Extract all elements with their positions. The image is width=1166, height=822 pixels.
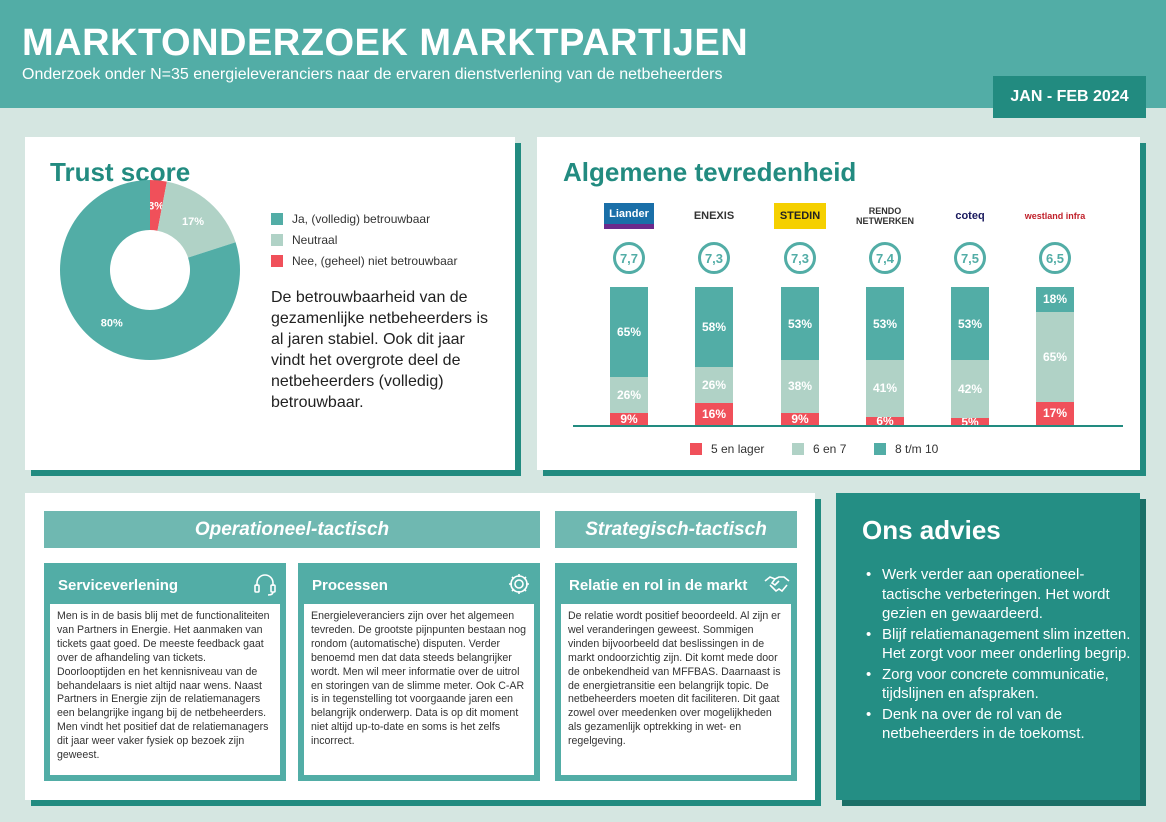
legend-swatch — [271, 234, 283, 246]
bar-segment: 26% — [610, 376, 648, 413]
bar-segment: 9% — [781, 412, 819, 426]
legend-item: Nee, (geheel) niet betrouwbaar — [271, 254, 457, 268]
score-badge: 7,3 — [784, 242, 816, 274]
card-title: Processen — [312, 577, 388, 594]
company-logo: RENDO NETWERKEN — [856, 206, 914, 226]
handshake-icon — [763, 571, 790, 597]
card-text: Men is in de basis blij met de functiona… — [50, 604, 280, 775]
section-operational: Operationeel-tactisch — [44, 511, 540, 548]
card-title: Relatie en rol in de markt — [569, 577, 748, 594]
bar-segment: 38% — [781, 360, 819, 413]
legend-label: 8 t/m 10 — [895, 442, 939, 456]
trust-legend: Ja, (volledig) betrouwbaar Neutraal Nee,… — [271, 212, 457, 275]
satisfaction-card: Algemene tevredenheid Liander 7,7 9% 26% 65%… — [537, 137, 1140, 470]
bar-segment: 5% — [951, 415, 989, 429]
date-badge: JAN - FEB 2024 — [993, 76, 1146, 118]
advice-item: Zorg voor concrete communicatie, tijdsli… — [866, 665, 1131, 704]
gear-icon — [506, 571, 532, 597]
donut-label: 3% — [148, 200, 164, 212]
company-logo: Liander — [604, 203, 654, 229]
card-title: Serviceverlening — [58, 577, 179, 594]
advice-item: Denk na over de rol van de netbeheerders… — [866, 705, 1131, 744]
card-relatie: Relatie en rol in de markt De relatie wo… — [555, 563, 797, 781]
donut-slice — [60, 180, 240, 360]
trust-text: De betrouwbaarheid van de gezamenlijke n… — [271, 289, 489, 411]
bar-segment: 18% — [1036, 287, 1074, 312]
page-title: MARKTONDERZOEK MARKTPARTIJEN — [22, 22, 749, 64]
company-logo: ENEXIS — [693, 210, 735, 222]
advice-card: Ons advies Werk verder aan operationeel-… — [836, 493, 1140, 800]
trust-donut: 3% 17% 80% — [60, 180, 240, 360]
bar-segment: 65% — [610, 287, 648, 377]
advice-title: Ons advies — [862, 515, 1001, 545]
bar-segment: 6% — [866, 414, 904, 428]
legend-label: Ja, (volledig) betrouwbaar — [292, 212, 431, 226]
legend-item: 5 en lager — [690, 442, 764, 456]
advice-item: Blijf relatiemanagement slim inzetten. H… — [866, 625, 1131, 664]
bar-segment: 42% — [951, 360, 989, 419]
legend-item: 8 t/m 10 — [874, 442, 938, 456]
score-badge: 7,4 — [869, 242, 901, 274]
legend-label: 6 en 7 — [813, 442, 847, 456]
legend-swatch — [792, 443, 804, 455]
legend-item: Ja, (volledig) betrouwbaar — [271, 212, 457, 226]
satisfaction-title: Algemene tevredenheid — [563, 157, 857, 187]
headset-icon — [252, 571, 278, 597]
card-text: Energieleveranciers zijn over het algeme… — [304, 604, 534, 775]
legend-item: 6 en 7 — [792, 442, 846, 456]
card-serviceverlening: Serviceverlening Men is in de basis blij… — [44, 563, 286, 781]
bar-segment: 65% — [1036, 311, 1074, 402]
bar-segment: 53% — [781, 287, 819, 361]
company-logo: coteq — [955, 210, 985, 222]
card-text: De relatie wordt positief beoordeeld. Al… — [561, 604, 791, 775]
bar-segment: 17% — [1036, 401, 1074, 425]
legend-swatch — [271, 255, 283, 267]
bar-segment: 9% — [610, 412, 648, 426]
donut-slice — [150, 180, 167, 231]
score-badge: 7,7 — [613, 242, 645, 274]
legend-label: 5 en lager — [711, 442, 765, 456]
donut-label: 17% — [182, 216, 204, 228]
legend-item: Neutraal — [271, 233, 457, 247]
score-badge: 7,3 — [698, 242, 730, 274]
bar-segment: 53% — [866, 287, 904, 361]
company-logo: STEDIN — [774, 203, 826, 229]
section-strategic: Strategisch-tactisch — [555, 511, 797, 548]
donut-slice — [157, 181, 236, 258]
bar-segment: 53% — [951, 287, 989, 361]
chart-baseline — [573, 425, 1123, 427]
legend-swatch — [874, 443, 886, 455]
legend-label: Nee, (geheel) niet betrouwbaar — [292, 254, 458, 268]
bar-segment: 58% — [695, 287, 733, 368]
bar-segment: 26% — [695, 367, 733, 403]
trust-score-card: Trust score 3% 17% 80% Ja, (volledig) betr… — [25, 137, 515, 470]
score-badge: 7,5 — [954, 242, 986, 274]
donut-label: 80% — [101, 318, 123, 330]
card-processen: Processen Energieleveranciers zijn over … — [298, 563, 540, 781]
score-badge: 6,5 — [1039, 242, 1071, 274]
company-logo: westland infra — [1024, 211, 1086, 221]
legend-swatch — [271, 213, 283, 225]
advice-list: Werk verder aan operationeel-tactische v… — [866, 565, 1131, 745]
bar-segment: 41% — [866, 360, 904, 417]
page-subtitle: Onderzoek onder N=35 energieleveranciers… — [22, 66, 723, 83]
header: MARKTONDERZOEK MARKTPARTIJEN Onderzoek o… — [0, 0, 1166, 118]
advice-item: Werk verder aan operationeel-tactische v… — [866, 565, 1131, 624]
legend-swatch — [690, 443, 702, 455]
legend-label: Neutraal — [292, 233, 338, 247]
bar-segment: 16% — [695, 402, 733, 425]
